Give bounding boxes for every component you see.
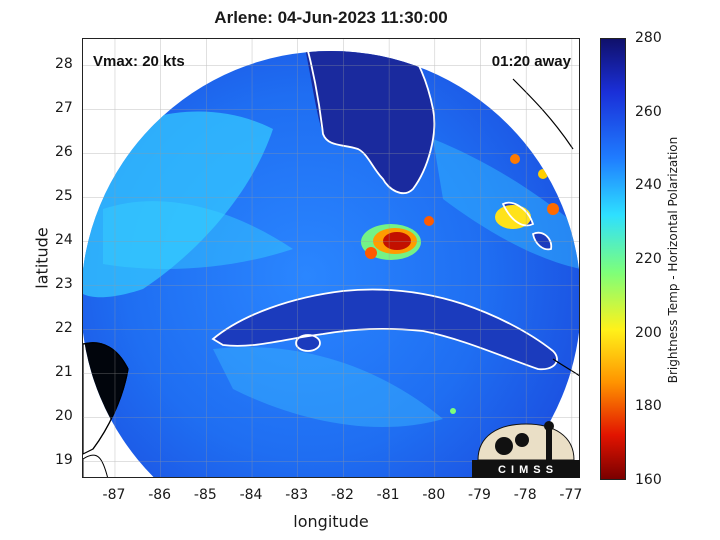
x-tick-label: -80 [422, 487, 446, 503]
vmax-label: Vmax: 20 kts [93, 53, 185, 70]
y-tick-label: 20 [55, 408, 73, 425]
cyan-band-west [83, 111, 273, 298]
coastlines-outside [83, 78, 579, 450]
x-tick-label: -82 [330, 487, 354, 503]
map-plot-area: Vmax: 20 kts 01:20 away [82, 38, 580, 478]
x-tick-label: -84 [239, 487, 263, 503]
y-tick-label: 21 [55, 364, 73, 381]
map-title: Arlene: 04-Jun-2023 11:30:00 [214, 8, 448, 27]
x-tick-label: -83 [285, 487, 309, 503]
map-grid [83, 39, 579, 477]
x-tick-label: -85 [193, 487, 217, 503]
cuba-land [213, 289, 558, 370]
x-tick-label: -77 [559, 487, 583, 503]
convection-spot [424, 216, 434, 226]
convection-bahamas [495, 205, 531, 229]
x-tick-label: -78 [513, 487, 537, 503]
isle-of-youth [296, 335, 320, 351]
y-tick-label: 23 [55, 276, 73, 293]
x-tick-label: -79 [468, 487, 491, 503]
y-tick-label: 25 [55, 188, 73, 205]
colorbar-tick-label: 220 [635, 251, 662, 267]
colorbar-tick-label: 180 [635, 398, 662, 415]
colorbar-tick-label: 200 [635, 324, 662, 341]
x-tick-label: -81 [376, 487, 400, 503]
y-tick-label: 22 [55, 320, 73, 337]
colorbar-tick-label: 240 [635, 177, 662, 194]
microwave-swath-map [83, 39, 579, 477]
coastlines [211, 39, 558, 371]
y-tick-label: 28 [55, 56, 73, 73]
cimss-logo [472, 421, 580, 478]
colorbar-label: Brightness Temp - Horizontal Polarizatio… [666, 136, 680, 384]
colorbar-tick-label: 260 [635, 103, 662, 120]
convection-spot [547, 203, 559, 215]
cyan-band-center [103, 201, 293, 269]
y-axis-label: latitude [32, 227, 52, 289]
convection-spot [538, 169, 548, 179]
y-tick-label: 19 [55, 452, 73, 469]
y-tick-label: 24 [55, 232, 73, 249]
convection-spot [510, 154, 520, 164]
x-axis-label: longitude [293, 512, 369, 531]
cimss-logo-text: C I M S S [497, 464, 555, 476]
x-tick-label: -87 [102, 487, 126, 503]
convection-spot [450, 408, 456, 414]
colorbar-tick-label: 280 [635, 30, 662, 46]
colorbar-tick-label: 160 [635, 472, 662, 488]
convection-core [383, 232, 411, 250]
florida-land [303, 51, 435, 194]
convection-spot [365, 247, 377, 259]
colorbar [600, 38, 626, 480]
x-tick-label: -86 [148, 487, 172, 503]
y-tick-label: 27 [55, 100, 73, 117]
time-away-label: 01:20 away [491, 53, 571, 70]
y-tick-label: 26 [55, 144, 73, 161]
cyan-band-south [213, 347, 443, 428]
